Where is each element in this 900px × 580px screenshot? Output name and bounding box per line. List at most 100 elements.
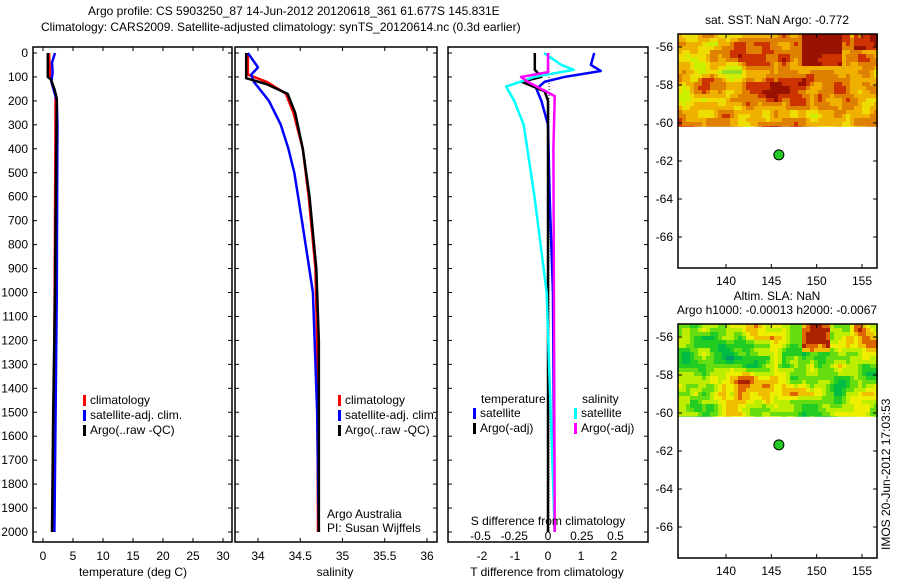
map-cell xyxy=(690,352,694,356)
map-cell xyxy=(706,376,710,380)
map-cell xyxy=(794,408,798,412)
map-cell xyxy=(778,328,782,332)
map-cell xyxy=(710,392,714,396)
map-cell xyxy=(678,62,682,66)
map-cell xyxy=(758,90,762,94)
map-cell xyxy=(858,404,862,408)
map-cell xyxy=(810,348,814,352)
map-cell xyxy=(686,368,690,372)
map-cell xyxy=(746,94,750,98)
map-cell xyxy=(838,66,842,70)
map-cell xyxy=(722,102,726,106)
map-cell xyxy=(810,376,814,380)
map-cell xyxy=(682,364,686,368)
map-cell xyxy=(842,74,846,78)
map-cell xyxy=(814,360,818,364)
map-cell xyxy=(782,412,786,416)
map-cell xyxy=(842,360,846,364)
map-cell xyxy=(726,416,730,417)
map-cell xyxy=(810,34,814,38)
map-cell xyxy=(722,404,726,408)
map-cell xyxy=(730,50,734,54)
map-cell xyxy=(710,122,714,126)
map-cell xyxy=(754,126,758,127)
map-cell xyxy=(678,38,682,42)
map-cell xyxy=(722,46,726,50)
map-cell xyxy=(850,360,854,364)
map-cell xyxy=(706,396,710,400)
map-cell xyxy=(710,324,714,328)
map-cell xyxy=(858,34,862,38)
map-cell xyxy=(802,396,806,400)
map-cell xyxy=(774,396,778,400)
map-cell xyxy=(778,114,782,118)
map-cell xyxy=(826,42,830,46)
map-cell xyxy=(806,416,810,417)
map-cell xyxy=(682,58,686,62)
map-cell xyxy=(782,102,786,106)
map-cell xyxy=(678,46,682,50)
map-cell xyxy=(678,392,682,396)
map-cell xyxy=(750,38,754,42)
map-cell xyxy=(870,408,874,412)
map-cell xyxy=(850,396,854,400)
map-cell xyxy=(738,368,742,372)
map-cell xyxy=(870,384,874,388)
map-cell xyxy=(834,86,838,90)
map-cell xyxy=(702,78,706,82)
map-cell xyxy=(778,408,782,412)
map-cell xyxy=(686,98,690,102)
legend-swatch xyxy=(574,423,577,434)
legend-swatch xyxy=(473,408,476,419)
map-cell xyxy=(714,110,718,114)
map-cell xyxy=(758,58,762,62)
map-cell xyxy=(870,90,874,94)
map-cell xyxy=(774,364,778,368)
map-cell xyxy=(738,78,742,82)
legend-label: climatology xyxy=(345,393,405,407)
map-cell xyxy=(810,412,814,416)
map-cell xyxy=(758,332,762,336)
map-cell xyxy=(766,50,770,54)
map-cell xyxy=(826,58,830,62)
map-cell xyxy=(806,42,810,46)
map-cell xyxy=(862,114,866,118)
map-cell xyxy=(746,412,750,416)
map-cell xyxy=(802,416,806,417)
map-cell xyxy=(770,328,774,332)
map-cell xyxy=(834,78,838,82)
map-cell xyxy=(714,364,718,368)
map-cell xyxy=(874,114,878,118)
map-cell xyxy=(710,412,714,416)
map-cell xyxy=(678,102,682,106)
map-cell xyxy=(746,368,750,372)
map-cell xyxy=(766,356,770,360)
map-cell xyxy=(694,388,698,392)
map-cell xyxy=(750,392,754,396)
map-cell xyxy=(750,412,754,416)
map-cell xyxy=(726,396,730,400)
map-cell xyxy=(682,94,686,98)
map-cell xyxy=(738,332,742,336)
map-cell xyxy=(738,54,742,58)
map-cell xyxy=(766,416,770,417)
map-cell xyxy=(758,122,762,126)
map-cell xyxy=(850,106,854,110)
map-cell xyxy=(870,392,874,396)
map-cell xyxy=(794,360,798,364)
map-cell xyxy=(786,122,790,126)
map-cell xyxy=(734,42,738,46)
map-cell xyxy=(730,102,734,106)
map-cell xyxy=(854,380,858,384)
map-cell xyxy=(786,98,790,102)
map-cell xyxy=(758,372,762,376)
map-cell xyxy=(866,352,870,356)
map-cell xyxy=(770,392,774,396)
map-cell xyxy=(866,66,870,70)
map-cell xyxy=(842,38,846,42)
map-cell xyxy=(786,82,790,86)
map-cell xyxy=(834,46,838,50)
map-cell xyxy=(850,384,854,388)
map-cell xyxy=(778,86,782,90)
map-cell xyxy=(774,90,778,94)
